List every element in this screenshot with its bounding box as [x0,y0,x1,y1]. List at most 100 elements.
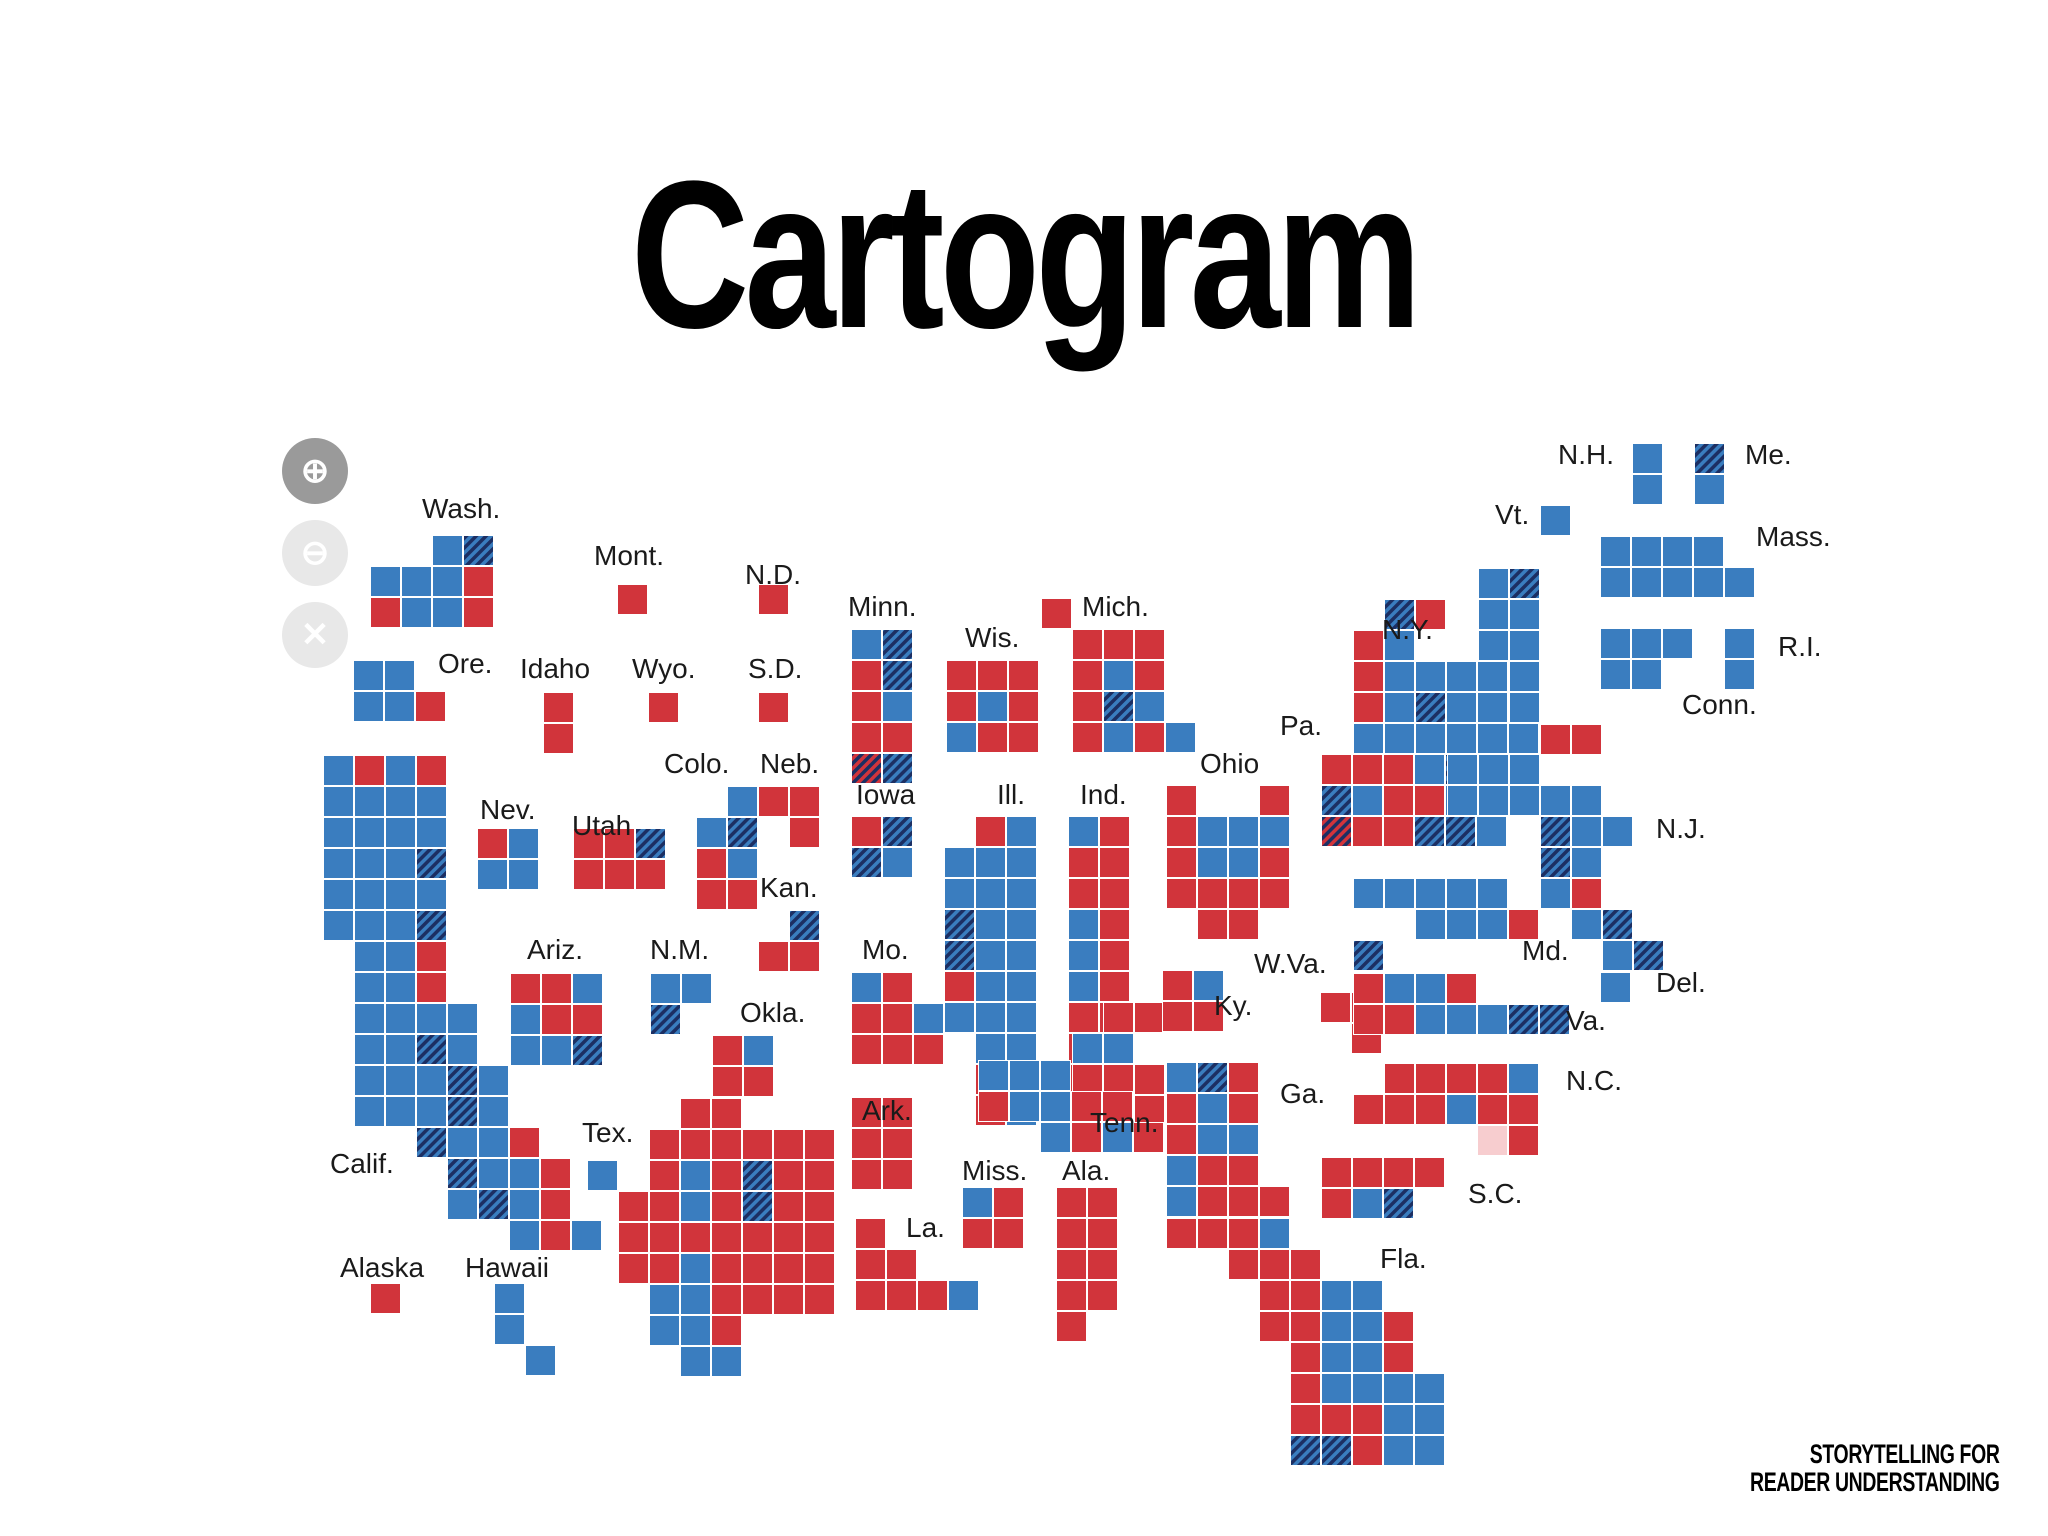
district-cell[interactable] [1415,723,1446,754]
district-cell[interactable] [1321,1311,1352,1342]
district-cell[interactable] [478,1096,509,1127]
district-cell[interactable] [354,786,385,817]
district-cell[interactable] [1384,973,1415,1004]
district-cell[interactable] [680,1160,711,1191]
district-cell[interactable] [1321,1280,1352,1311]
district-cell[interactable] [1352,1188,1383,1219]
district-cell[interactable] [804,1160,835,1191]
district-cell[interactable] [773,1253,804,1284]
district-cell[interactable] [370,566,401,597]
district-cell[interactable] [1228,909,1259,940]
district-cell[interactable] [1166,1062,1197,1093]
district-cell[interactable] [1321,1157,1352,1188]
district-cell[interactable] [993,1187,1024,1218]
district-cell[interactable] [1509,630,1540,661]
district-cell[interactable] [463,535,494,566]
district-cell[interactable] [649,1253,680,1284]
district-cell[interactable] [696,817,727,848]
district-cell[interactable] [477,828,508,859]
district-cell[interactable] [1662,628,1693,659]
district-cell[interactable] [886,1249,917,1280]
district-cell[interactable] [416,941,447,972]
district-cell[interactable] [696,879,727,910]
district-cell[interactable] [541,973,572,1004]
district-cell[interactable] [385,1065,416,1096]
district-cell[interactable] [1040,1091,1071,1122]
district-cell[interactable] [1632,443,1663,474]
district-cell[interactable] [1414,1373,1445,1404]
district-cell[interactable] [758,584,789,615]
district-cell[interactable] [1508,1063,1539,1094]
district-cell[interactable] [1134,691,1165,722]
district-cell[interactable] [1056,1280,1087,1311]
district-cell[interactable] [1320,992,1351,1023]
district-cell[interactable] [1662,536,1693,567]
district-cell[interactable] [604,859,635,890]
district-cell[interactable] [917,1280,948,1311]
district-cell[interactable] [1600,536,1631,567]
district-cell[interactable] [1166,1218,1197,1249]
district-cell[interactable] [508,828,539,859]
district-cell[interactable] [1693,567,1724,598]
district-cell[interactable] [1133,1122,1164,1153]
district-cell[interactable] [1353,630,1384,661]
district-cell[interactable] [385,755,416,786]
district-cell[interactable] [944,847,975,878]
district-cell[interactable] [540,1189,571,1220]
district-cell[interactable] [946,691,977,722]
district-cell[interactable] [509,1189,540,1220]
district-cell[interactable] [1352,1342,1383,1373]
district-cell[interactable] [882,972,913,1003]
district-cell[interactable] [432,566,463,597]
district-cell[interactable] [650,1004,681,1035]
district-cell[interactable] [1476,816,1507,847]
district-cell[interactable] [432,597,463,628]
district-cell[interactable] [1724,567,1755,598]
district-cell[interactable] [711,1222,742,1253]
district-cell[interactable] [1446,1004,1477,1035]
district-cell[interactable] [1134,629,1165,660]
district-cell[interactable] [1166,816,1197,847]
district-cell[interactable] [711,1284,742,1315]
district-cell[interactable] [1099,940,1130,971]
district-cell[interactable] [416,755,447,786]
district-cell[interactable] [1166,1186,1197,1217]
district-cell[interactable] [1259,1186,1290,1217]
district-cell[interactable] [1008,660,1039,691]
district-cell[interactable] [1102,1091,1133,1122]
district-cell[interactable] [804,1253,835,1284]
district-cell[interactable] [1446,878,1477,909]
district-cell[interactable] [354,910,385,941]
district-cell[interactable] [323,910,354,941]
district-cell[interactable] [573,828,604,859]
district-cell[interactable] [944,971,975,1002]
district-cell[interactable] [1134,660,1165,691]
district-cell[interactable] [1006,878,1037,909]
district-cell[interactable] [1353,661,1384,692]
district-cell[interactable] [649,1222,680,1253]
district-cell[interactable] [1259,1311,1290,1342]
district-cell[interactable] [851,629,882,660]
district-cell[interactable] [851,691,882,722]
district-cell[interactable] [541,1035,572,1066]
district-cell[interactable] [1099,878,1130,909]
district-cell[interactable] [648,692,679,723]
district-cell[interactable] [1071,1122,1102,1153]
district-cell[interactable] [510,973,541,1004]
district-cell[interactable] [649,1315,680,1346]
district-cell[interactable] [1631,567,1662,598]
district-cell[interactable] [978,1091,1009,1122]
district-cell[interactable] [543,723,574,754]
district-cell[interactable] [727,848,758,879]
district-cell[interactable] [789,910,820,941]
district-cell[interactable] [1508,723,1539,754]
district-cell[interactable] [416,1127,447,1158]
district-cell[interactable] [851,1097,882,1128]
district-cell[interactable] [1477,1063,1508,1094]
district-cell[interactable] [882,1034,913,1065]
district-cell[interactable] [416,817,447,848]
district-cell[interactable] [1383,1157,1414,1188]
district-cell[interactable] [1087,1280,1118,1311]
district-cell[interactable] [1228,878,1259,909]
district-cell[interactable] [711,1191,742,1222]
